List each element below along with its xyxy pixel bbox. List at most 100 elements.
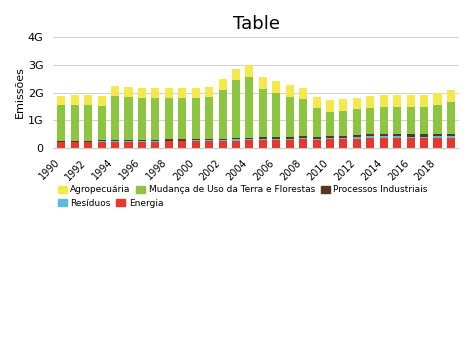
Bar xyxy=(366,136,374,138)
Bar xyxy=(420,134,428,137)
Bar xyxy=(165,141,173,148)
Bar xyxy=(393,107,401,134)
Bar xyxy=(138,141,146,142)
Bar xyxy=(125,97,133,140)
Bar xyxy=(326,138,334,140)
Bar xyxy=(272,140,280,148)
Bar xyxy=(433,134,442,136)
Bar xyxy=(84,142,92,148)
Bar xyxy=(232,69,240,80)
Bar xyxy=(191,140,200,141)
Bar xyxy=(125,87,133,97)
Bar xyxy=(312,108,320,137)
Bar xyxy=(407,137,415,138)
Bar xyxy=(125,142,133,148)
Bar xyxy=(299,138,307,140)
Bar xyxy=(125,141,133,142)
Bar xyxy=(433,105,442,134)
Bar xyxy=(286,97,294,137)
Bar xyxy=(366,138,374,148)
Bar xyxy=(312,97,320,108)
Bar xyxy=(393,95,401,107)
Bar xyxy=(205,97,213,139)
Bar xyxy=(71,142,79,148)
Bar xyxy=(447,136,455,138)
Bar xyxy=(380,134,388,136)
Bar xyxy=(205,139,213,140)
Bar xyxy=(71,141,79,142)
Bar xyxy=(232,141,240,148)
Bar xyxy=(246,65,254,77)
Bar xyxy=(272,137,280,139)
Bar xyxy=(71,105,79,141)
Bar xyxy=(286,85,294,97)
Bar xyxy=(272,139,280,140)
Bar xyxy=(98,142,106,148)
Bar xyxy=(98,106,106,140)
Bar xyxy=(353,135,361,137)
Bar xyxy=(191,98,200,139)
Title: Table: Table xyxy=(233,15,280,33)
Bar xyxy=(393,138,401,148)
Bar xyxy=(246,139,254,140)
Bar xyxy=(138,142,146,148)
Bar xyxy=(165,98,173,140)
Bar xyxy=(447,138,455,148)
Bar xyxy=(178,141,186,148)
Bar xyxy=(125,140,133,141)
Legend: Resíduos, Energia: Resíduos, Energia xyxy=(58,199,164,208)
Bar xyxy=(299,99,307,136)
Bar xyxy=(447,134,455,136)
Bar xyxy=(259,137,267,139)
Bar xyxy=(84,141,92,142)
Bar xyxy=(246,138,254,139)
Bar xyxy=(353,98,361,109)
Bar xyxy=(151,141,159,142)
Bar xyxy=(232,138,240,140)
Bar xyxy=(191,141,200,148)
Bar xyxy=(246,140,254,148)
Bar xyxy=(326,140,334,148)
Bar xyxy=(205,87,213,97)
Bar xyxy=(312,140,320,148)
Bar xyxy=(232,80,240,138)
Bar xyxy=(380,95,388,107)
Bar xyxy=(407,138,415,148)
Bar xyxy=(312,139,320,140)
Bar xyxy=(84,95,92,105)
Bar xyxy=(232,140,240,141)
Bar xyxy=(165,140,173,141)
Bar xyxy=(111,141,119,142)
Bar xyxy=(151,140,159,141)
Bar xyxy=(138,88,146,98)
Bar xyxy=(420,137,428,138)
Bar xyxy=(393,136,401,138)
Bar xyxy=(393,134,401,136)
Bar xyxy=(339,138,347,139)
Bar xyxy=(138,140,146,141)
Bar xyxy=(98,96,106,106)
Bar xyxy=(111,140,119,141)
Bar xyxy=(165,88,173,98)
Bar xyxy=(219,141,227,148)
Bar xyxy=(178,88,186,98)
Bar xyxy=(151,98,159,140)
Bar xyxy=(366,108,374,134)
Bar xyxy=(433,93,442,105)
Bar xyxy=(219,140,227,141)
Y-axis label: Emissões: Emissões xyxy=(15,67,25,119)
Bar xyxy=(326,136,334,138)
Bar xyxy=(353,137,361,139)
Bar xyxy=(353,109,361,135)
Bar xyxy=(380,136,388,138)
Bar xyxy=(299,136,307,138)
Bar xyxy=(111,142,119,148)
Bar xyxy=(151,142,159,148)
Bar xyxy=(420,138,428,148)
Bar xyxy=(259,139,267,140)
Bar xyxy=(420,95,428,106)
Bar xyxy=(219,89,227,139)
Bar xyxy=(57,141,65,142)
Bar xyxy=(299,140,307,148)
Bar xyxy=(71,95,79,105)
